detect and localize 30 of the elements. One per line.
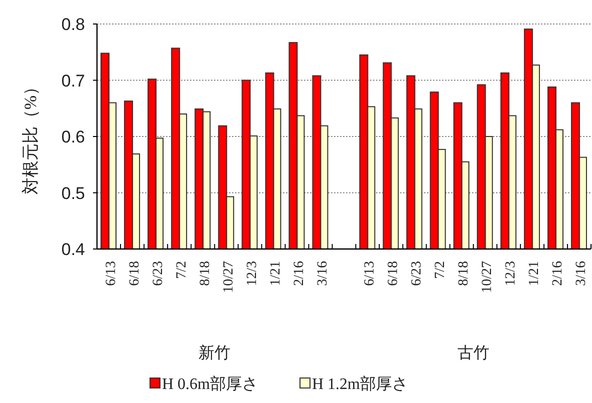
x-tick-label: 7/2 (433, 261, 448, 279)
x-tick-label: 8/18 (198, 261, 213, 286)
legend-label: H 1.2m部厚さ (312, 375, 408, 393)
y-tick-label: 0.6 (61, 128, 85, 146)
x-tick-label: 12/3 (244, 261, 260, 286)
x-tick-label: 6/13 (104, 261, 119, 286)
y-tick-label: 0.5 (61, 184, 85, 203)
y-tick-label: 0.4 (61, 240, 85, 259)
x-tick-label: 6/23 (410, 261, 425, 286)
x-tick-label: 1/21 (268, 261, 284, 286)
y-axis-title: 対根元比（%） (21, 78, 40, 195)
x-tick-label: 10/27 (480, 261, 496, 293)
x-tick-label: 6/18 (386, 261, 402, 286)
x-tick-label: 6/23 (150, 261, 166, 286)
x-tick-label: 1/21 (527, 261, 542, 286)
x-tick-label: 3/16 (574, 261, 590, 286)
text: 新竹 (198, 344, 231, 362)
legend-label: H 0.6m部厚さ (162, 375, 258, 393)
x-tick-label: 6/13 (362, 261, 378, 286)
x-tick-label: 2/16 (292, 261, 307, 286)
text: 古竹 (457, 344, 490, 362)
x-tick-label: 3/16 (315, 261, 330, 286)
x-tick-label: 10/27 (221, 261, 236, 293)
y-tick-label: 0.7 (61, 71, 85, 90)
x-tick-label: 12/3 (504, 261, 519, 286)
x-tick-label: 7/2 (174, 261, 190, 279)
x-tick-label: 6/18 (127, 261, 142, 286)
x-tick-label: 2/16 (550, 261, 566, 286)
y-tick-label: 0.8 (61, 15, 85, 34)
x-tick-label: 8/18 (456, 261, 472, 286)
